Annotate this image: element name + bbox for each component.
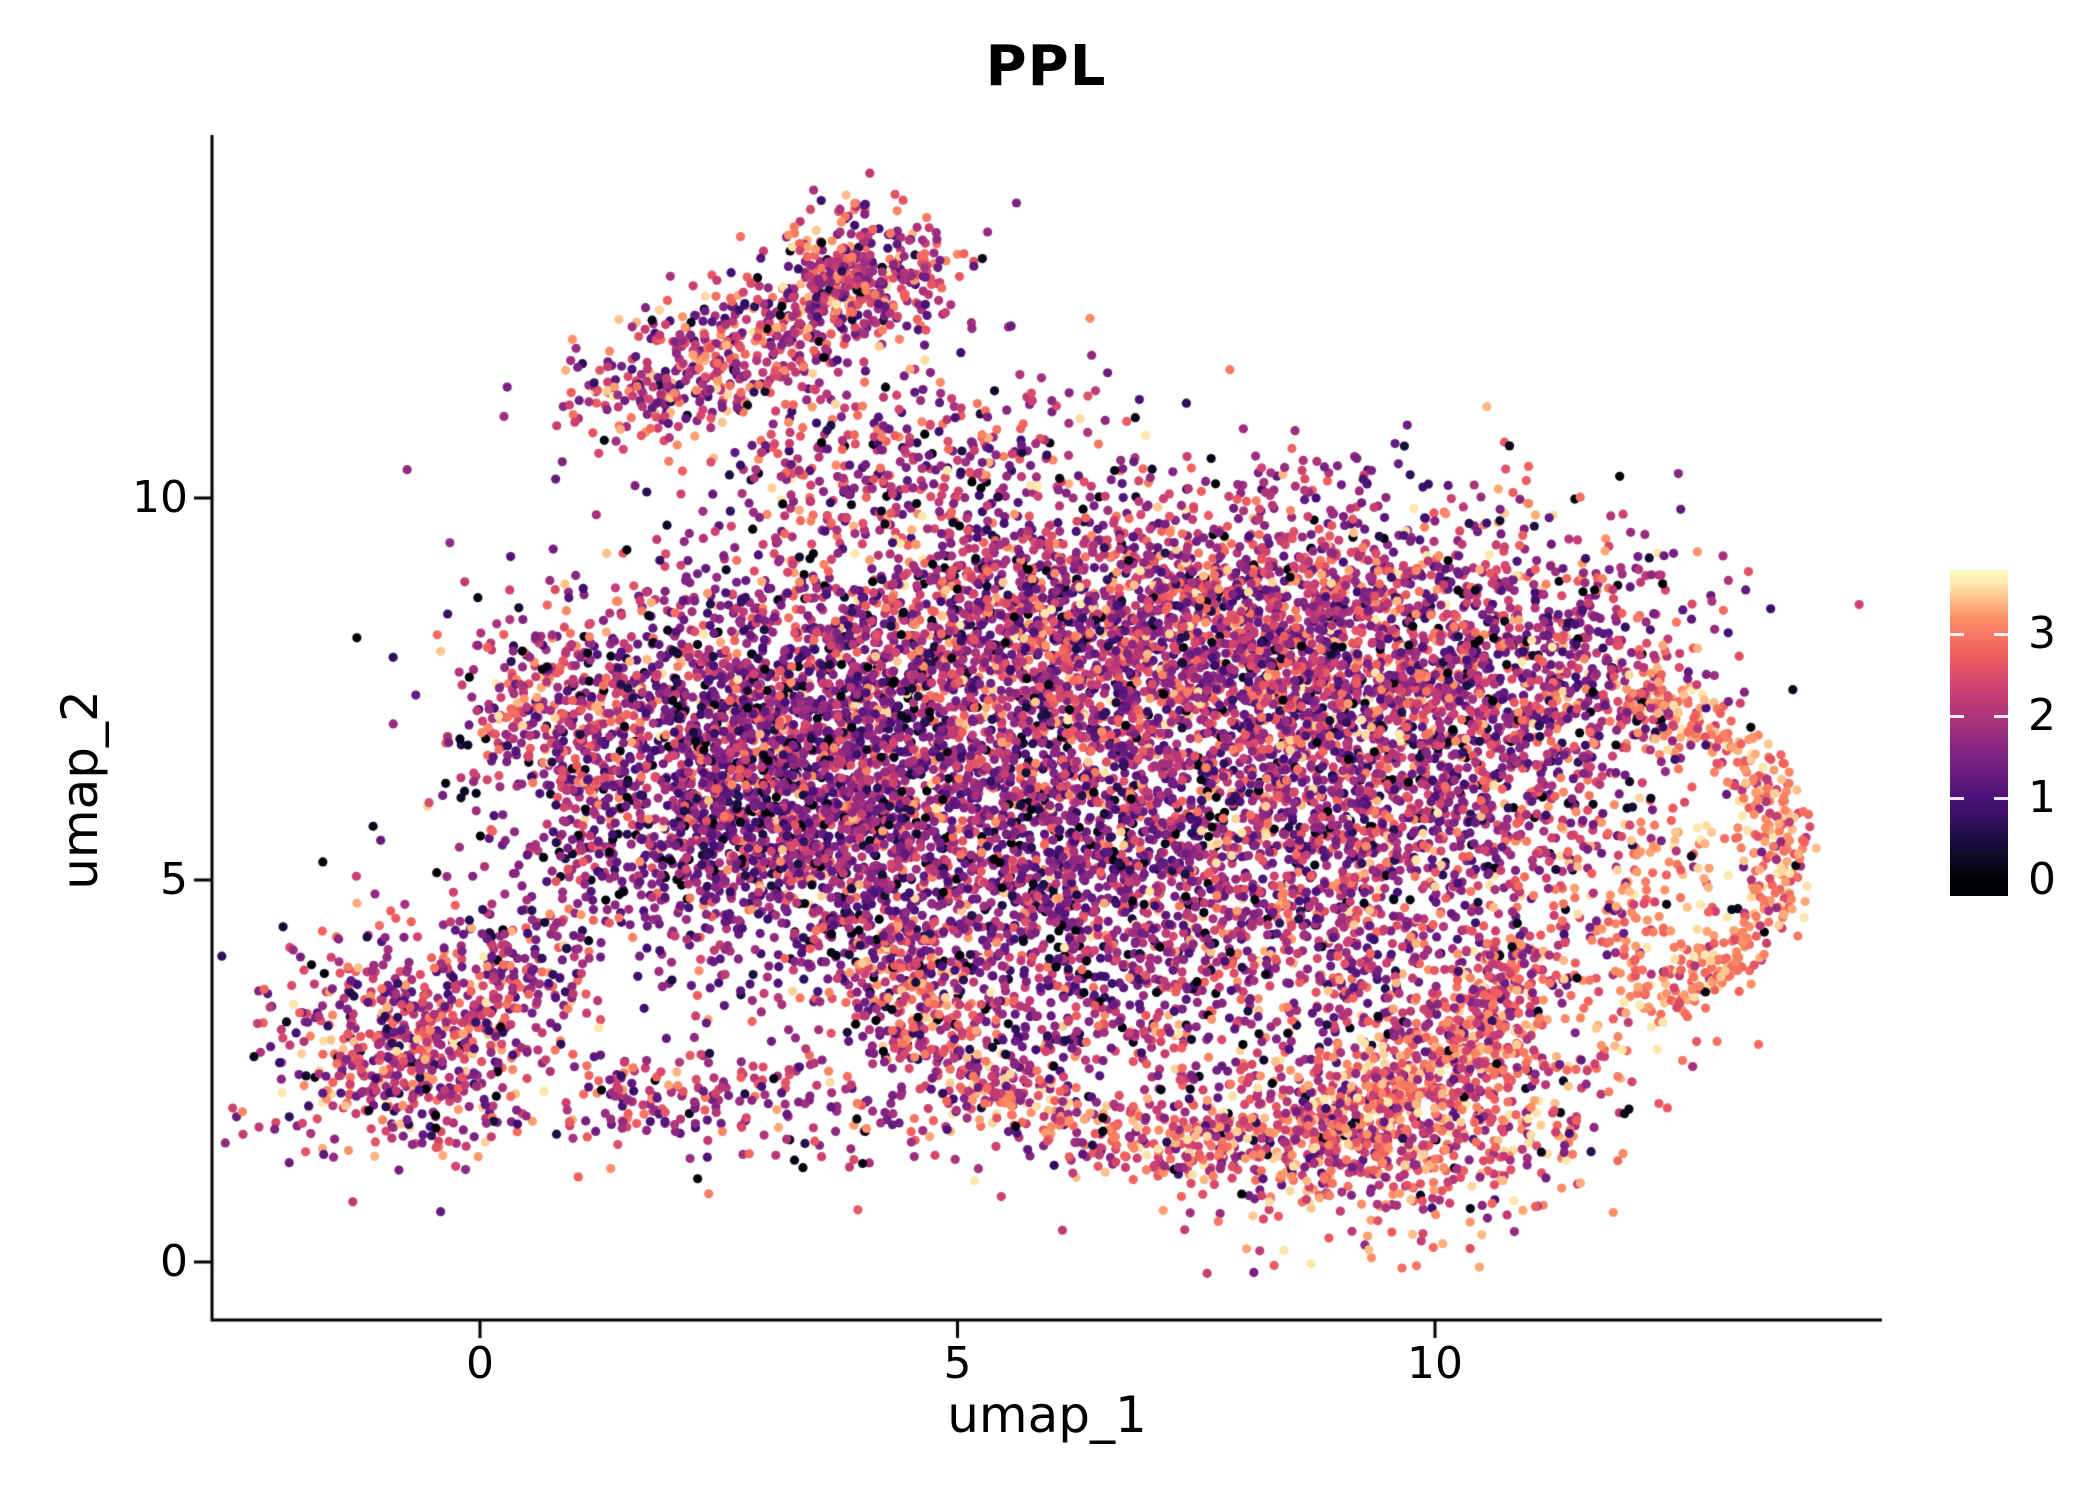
colorbar-tick — [1950, 632, 1964, 636]
colorbar-tick-label: 3 — [2028, 608, 2056, 659]
colorbar-tick — [1950, 796, 1964, 800]
colorbar-tick-label: 0 — [2028, 854, 2056, 905]
y-tick-label: 10 — [132, 472, 188, 523]
colorbar-tick — [1994, 796, 2008, 800]
x-tick-label: 5 — [943, 1338, 972, 1389]
colorbar-tick — [1994, 632, 2008, 636]
colorbar-tick — [1994, 714, 2008, 718]
x-axis-label: umap_1 — [947, 1386, 1147, 1444]
colorbar-gradient — [1950, 570, 2008, 896]
plot-title: PPL — [985, 34, 1107, 99]
x-tick-label: 0 — [466, 1338, 494, 1389]
colorbar-tick-label: 2 — [2028, 690, 2056, 741]
colorbar-tick — [1950, 714, 1964, 718]
y-tick-label: 0 — [160, 1236, 188, 1287]
colorbar-tick-label: 1 — [2028, 772, 2056, 823]
x-tick-label: 10 — [1407, 1338, 1463, 1389]
y-tick-label: 5 — [160, 854, 188, 905]
